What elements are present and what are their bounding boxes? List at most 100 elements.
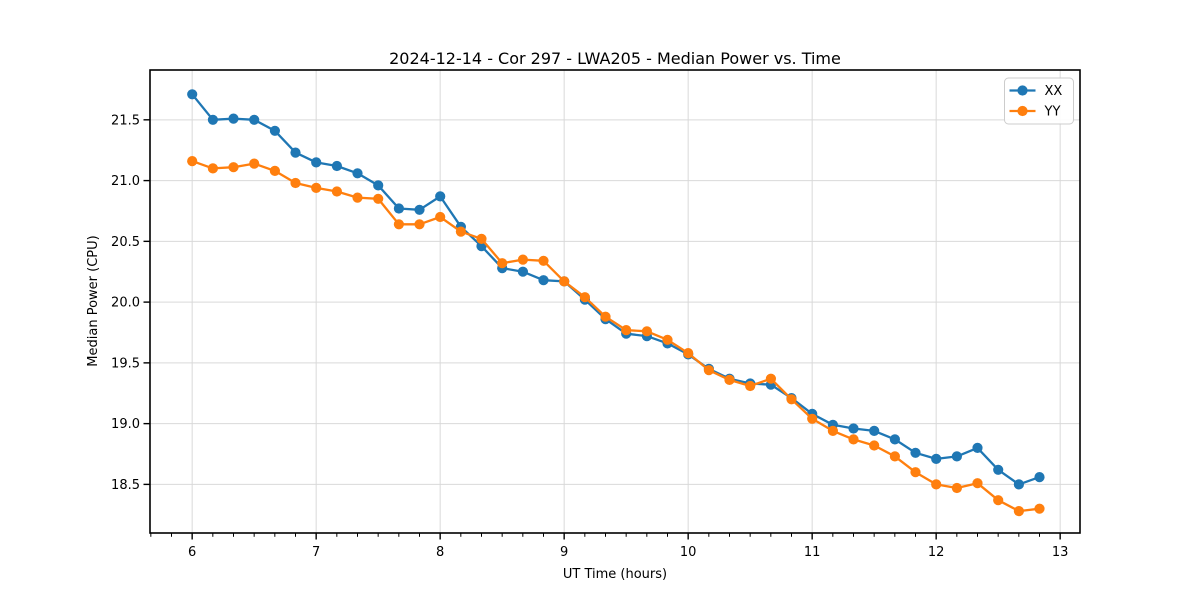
series-yy-marker bbox=[311, 182, 322, 193]
series-xx-marker bbox=[228, 113, 239, 124]
series-yy-marker bbox=[848, 434, 859, 445]
series-xx-line bbox=[191, 93, 1041, 486]
x-tick-label: 13 bbox=[1052, 545, 1069, 560]
gridlines bbox=[150, 70, 1080, 533]
series-yy-marker bbox=[249, 158, 260, 169]
series-yy-marker bbox=[476, 233, 487, 244]
series-yy-marker bbox=[269, 165, 280, 176]
x-tick-label: 7 bbox=[312, 545, 320, 560]
series-yy-marker bbox=[786, 394, 797, 405]
legend-box bbox=[1004, 77, 1074, 125]
series-xx-marker bbox=[517, 266, 529, 277]
tick-labels: 6 7 8 9 10 11 12 13 18.5 19.0 19.5 20.0 20.5 21.0 21.5 bbox=[111, 113, 1068, 560]
series-yy-marker bbox=[765, 373, 777, 384]
series-yy-marker bbox=[662, 334, 673, 345]
series-yy-marker bbox=[435, 211, 446, 223]
series-xx-marker bbox=[972, 442, 983, 453]
chart-title: 2024-12-14 - Cor 297 - LWA205 - Median P… bbox=[389, 49, 841, 68]
series-yy-marker bbox=[972, 478, 983, 489]
series-xx-marker bbox=[1013, 479, 1024, 490]
series-yy-marker bbox=[621, 325, 632, 336]
series-yy-marker bbox=[290, 177, 301, 189]
series-xx-marker bbox=[311, 157, 322, 168]
series-yy-marker bbox=[1034, 503, 1045, 514]
series-yy-marker bbox=[745, 380, 756, 392]
x-tick-label: 6 bbox=[188, 545, 196, 560]
series-yy-marker bbox=[455, 226, 466, 237]
series-xx-marker bbox=[187, 89, 198, 100]
y-tick-label: 21.5 bbox=[111, 113, 140, 128]
y-tick-label: 19.5 bbox=[111, 356, 140, 371]
series-yy-marker bbox=[889, 451, 901, 462]
x-axis-label: UT Time (hours) bbox=[563, 567, 667, 582]
y-tick-label: 18.5 bbox=[111, 478, 140, 493]
series-xx-marker bbox=[352, 168, 363, 179]
series-yy-marker bbox=[414, 219, 425, 230]
legend-label-xx: XX bbox=[1045, 84, 1063, 99]
series-yy-marker bbox=[331, 186, 342, 197]
plot-border bbox=[149, 69, 1081, 534]
series-layer bbox=[187, 89, 1045, 517]
axis-ticks bbox=[143, 119, 1061, 540]
series-xx-marker bbox=[207, 114, 218, 125]
legend: XX YY bbox=[1004, 77, 1074, 125]
x-tick-label: 8 bbox=[436, 545, 444, 560]
series-yy-marker bbox=[579, 292, 591, 303]
series-xx-marker bbox=[889, 434, 901, 445]
series-xx-marker bbox=[869, 425, 880, 436]
x-tick-label: 12 bbox=[928, 545, 945, 560]
x-tick-label: 9 bbox=[560, 545, 568, 560]
x-tick-label: 11 bbox=[804, 545, 821, 560]
series-yy-marker bbox=[559, 276, 570, 287]
series-yy-marker bbox=[993, 495, 1004, 506]
series-yy-marker bbox=[951, 482, 963, 494]
series-yy-marker bbox=[827, 425, 839, 436]
y-tick-label: 19.0 bbox=[111, 417, 140, 432]
series-yy bbox=[187, 156, 1045, 517]
series-xx-marker bbox=[910, 447, 921, 458]
y-tick-label: 20.0 bbox=[111, 296, 140, 311]
series-xx-marker bbox=[931, 453, 942, 464]
series-yy-marker bbox=[807, 413, 818, 424]
series-yy-marker bbox=[228, 162, 239, 173]
series-xx-marker bbox=[435, 191, 446, 202]
series-xx-marker bbox=[269, 125, 280, 136]
series-yy-marker bbox=[393, 219, 404, 230]
series-xx-marker bbox=[290, 147, 301, 158]
legend-label-yy: YY bbox=[1044, 105, 1061, 120]
series-yy-marker bbox=[641, 326, 653, 337]
series-yy-marker bbox=[931, 479, 942, 490]
series-xx-marker bbox=[848, 423, 859, 434]
series-xx-marker bbox=[951, 451, 963, 462]
y-tick-label: 20.5 bbox=[111, 235, 140, 250]
series-xx-marker bbox=[993, 464, 1004, 475]
series-yy-marker bbox=[600, 311, 611, 322]
y-tick-label: 21.0 bbox=[111, 174, 140, 189]
series-yy-marker bbox=[497, 258, 508, 269]
series-yy-marker bbox=[869, 440, 880, 451]
series-xx-marker bbox=[249, 114, 260, 125]
legend-sample-marker-xx bbox=[1017, 85, 1028, 96]
series-yy-marker bbox=[1013, 506, 1024, 517]
series-xx-marker bbox=[331, 160, 342, 172]
series-yy-marker bbox=[207, 163, 218, 174]
series-yy-marker bbox=[683, 348, 694, 359]
series-xx-marker bbox=[393, 203, 404, 214]
series-yy-marker bbox=[517, 254, 529, 265]
series-yy-line bbox=[191, 159, 1041, 513]
series-xx-marker bbox=[538, 275, 549, 286]
series-xx-marker bbox=[1034, 472, 1045, 483]
series-yy-marker bbox=[187, 156, 198, 167]
series-yy-marker bbox=[373, 193, 384, 204]
series-yy-marker bbox=[538, 255, 549, 266]
series-xx-marker bbox=[414, 204, 425, 215]
series-xx-marker bbox=[373, 180, 384, 191]
series-yy-marker bbox=[910, 467, 921, 478]
x-tick-label: 10 bbox=[680, 545, 697, 560]
legend-sample-marker-yy bbox=[1017, 105, 1028, 117]
series-yy-marker bbox=[352, 192, 363, 203]
y-axis-label: Median Power (CPU) bbox=[86, 235, 101, 366]
series-yy-marker bbox=[703, 365, 715, 376]
